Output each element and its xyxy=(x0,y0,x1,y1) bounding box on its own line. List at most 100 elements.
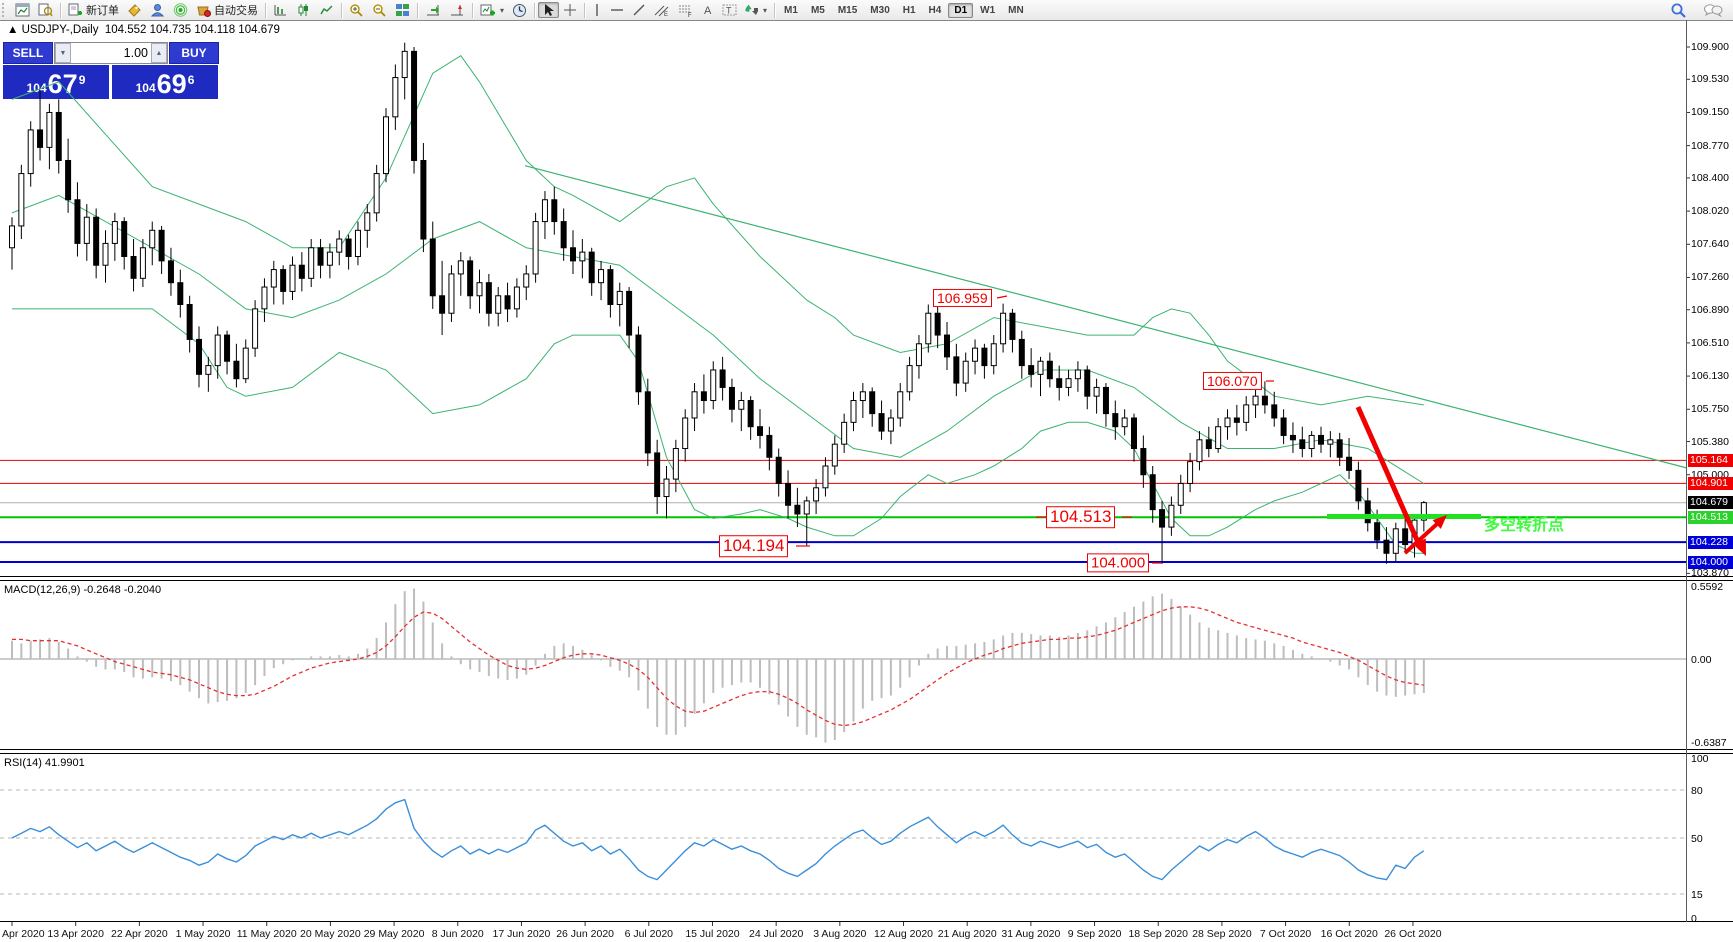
svg-text:A: A xyxy=(704,5,712,17)
candle-body xyxy=(1346,456,1353,471)
candle-body xyxy=(1074,369,1081,380)
price-annotation-106.959[interactable]: 106.959 xyxy=(933,288,992,308)
bounce-up-arrow[interactable] xyxy=(1403,522,1439,555)
candle-body xyxy=(1000,312,1007,345)
time-label-6-Jul-2020: 6 Jul 2020 xyxy=(624,928,674,940)
rsi-splitter-bottom[interactable] xyxy=(0,753,1733,754)
price-tick-107.640: 107.640 xyxy=(1691,238,1729,251)
candle-body xyxy=(1252,395,1259,406)
zoom-in-icon[interactable] xyxy=(345,2,368,18)
line-chart-icon[interactable] xyxy=(315,2,338,18)
candle-body xyxy=(1308,434,1315,450)
bar-chart-icon[interactable] xyxy=(269,2,292,18)
tag-icon[interactable] xyxy=(123,2,146,18)
trendline-icon[interactable] xyxy=(628,2,650,18)
timeframe-button-M30[interactable]: M30 xyxy=(870,4,890,16)
sell-button[interactable]: SELL xyxy=(3,42,53,64)
print-preview-icon[interactable] xyxy=(34,2,57,18)
volume-up-button[interactable]: ▲ xyxy=(151,43,167,63)
indicators-icon[interactable]: ▾ xyxy=(476,2,508,18)
timeframe-button-M5[interactable]: M5 xyxy=(810,4,825,16)
candle-body xyxy=(1327,439,1334,445)
time-label-9-Sep-2020: 9 Sep 2020 xyxy=(1067,928,1122,940)
bull-bear-turning-point-note[interactable]: 多空转折点 xyxy=(1484,517,1565,534)
timeframe-button-H1[interactable]: H1 xyxy=(902,4,916,16)
fibonacci-icon[interactable]: F xyxy=(674,2,698,18)
signals-icon[interactable] xyxy=(169,2,192,18)
price-tick-105.750: 105.750 xyxy=(1691,403,1729,416)
search-icon[interactable] xyxy=(1666,2,1691,18)
macd-splitter-bottom[interactable] xyxy=(0,580,1733,581)
zoom-out-icon[interactable] xyxy=(368,2,391,18)
auto-scroll-icon[interactable] xyxy=(421,2,445,18)
price-annotation-106.070[interactable]: 106.070 xyxy=(1203,371,1262,391)
candle-body xyxy=(579,251,586,262)
rsi-line xyxy=(11,798,1425,881)
macd-tick-0.00: 0.00 xyxy=(1691,654,1712,666)
candle-body xyxy=(37,129,44,148)
timeframe-button-H4[interactable]: H4 xyxy=(928,4,942,16)
candle-body xyxy=(1009,312,1016,340)
candle-body xyxy=(1383,539,1390,554)
chat-icon[interactable] xyxy=(1699,2,1727,18)
candle-body xyxy=(177,282,184,306)
sell-price-panel[interactable]: 104 67 9 xyxy=(3,65,109,99)
cursor-icon[interactable] xyxy=(538,2,560,18)
timeframe-button-M15[interactable]: M15 xyxy=(837,4,858,16)
label-icon[interactable]: T xyxy=(718,2,741,18)
annotation-connector xyxy=(996,295,1008,299)
buy-price-panel[interactable]: 104 69 6 xyxy=(112,65,218,99)
price-tick-108.020: 108.020 xyxy=(1691,205,1729,218)
price-annotation-104.194[interactable]: 104.194 xyxy=(719,535,789,557)
toolbar-divider xyxy=(0,20,1733,21)
time-label-18-Sep-2020: 18 Sep 2020 xyxy=(1128,928,1189,940)
candle-body xyxy=(83,216,90,244)
chart-shift-icon[interactable] xyxy=(445,2,469,18)
arrows-icon[interactable]: ▾ xyxy=(741,2,771,18)
timeframe-button-D1[interactable]: D1 xyxy=(948,2,974,18)
clock-icon[interactable] xyxy=(508,2,531,18)
candle-body xyxy=(93,216,100,266)
candle-body xyxy=(822,465,829,489)
candle-body xyxy=(1224,417,1231,428)
tile-windows-icon[interactable] xyxy=(391,2,414,18)
vertical-line-icon[interactable] xyxy=(588,2,606,18)
buy-button[interactable]: BUY xyxy=(169,42,219,64)
candle-body xyxy=(906,365,913,393)
price-tick-107.260: 107.260 xyxy=(1691,271,1729,284)
candle-body xyxy=(1355,469,1362,502)
candle-body xyxy=(878,413,885,432)
toolbar-grip[interactable] xyxy=(2,3,9,17)
timeframe-button-M1[interactable]: M1 xyxy=(784,4,798,16)
candle-body xyxy=(1065,378,1072,388)
down-trend-arrow[interactable] xyxy=(1355,405,1424,551)
price-annotation-104.513[interactable]: 104.513 xyxy=(1046,506,1116,528)
text-icon[interactable]: A xyxy=(698,2,718,18)
auto-trading-button[interactable]: 自动交易 xyxy=(192,2,262,18)
candle-body xyxy=(859,391,866,402)
rsi-splitter-top[interactable] xyxy=(0,749,1733,750)
chart-window-icon[interactable] xyxy=(11,2,34,18)
candle-body xyxy=(644,391,651,454)
candlestick-icon[interactable] xyxy=(292,2,315,18)
volume-value[interactable]: 1.00 xyxy=(123,46,148,60)
candle-body xyxy=(1131,417,1137,450)
new-order-button[interactable]: 新订单 xyxy=(64,2,123,18)
timeframe-button-MN[interactable]: MN xyxy=(1008,4,1024,16)
candle-body xyxy=(1121,417,1128,428)
volume-down-button[interactable]: ▼ xyxy=(55,43,71,63)
candle-body xyxy=(897,391,904,419)
main-toolbar: 新订单 自动交易 ▾ E F A T ▾ M1 M5 M15 M30 H1 H4 D1 W1 M… xyxy=(0,0,1733,21)
price-tick-108.400: 108.400 xyxy=(1691,171,1729,184)
price-annotation-104.000[interactable]: 104.000 xyxy=(1087,553,1150,573)
timeframe-button-W1[interactable]: W1 xyxy=(980,4,996,16)
crosshair-icon[interactable] xyxy=(559,2,581,18)
community-icon[interactable] xyxy=(146,2,169,18)
channel-icon[interactable]: E xyxy=(650,2,674,18)
horizontal-line-icon[interactable] xyxy=(606,2,628,18)
descending-trendline[interactable] xyxy=(524,165,1687,469)
candle-body xyxy=(1411,519,1418,546)
support-highlight-bar[interactable] xyxy=(1327,514,1481,519)
macd-splitter-top[interactable] xyxy=(0,576,1733,577)
